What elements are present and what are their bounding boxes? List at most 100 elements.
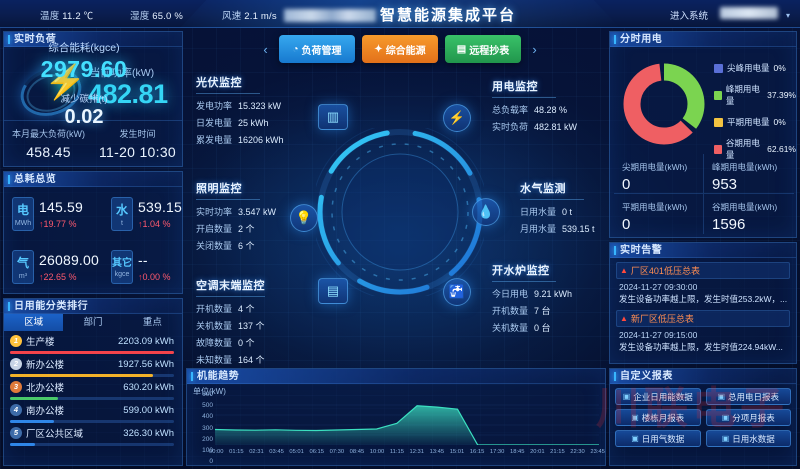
- tou-stat-flat: 平期用电量(kWh) 0: [614, 194, 704, 234]
- pv-row-0: 发电功率 15.323 kW: [196, 101, 282, 111]
- weather-wind: 风速 2.1 m/s: [222, 8, 277, 22]
- x-tick: 01:15: [229, 449, 244, 455]
- enter-system-link[interactable]: 进入系统: [669, 11, 708, 22]
- pv-row-1: 日发电量 25 kWh: [196, 118, 269, 128]
- ranking-row-value: 599.00 kWh: [123, 404, 174, 416]
- tou-stat-sharp: 尖期用电量(kWh) 0: [614, 154, 704, 194]
- alarm-item-title: ▲ 新厂区低压总表: [616, 310, 790, 327]
- rank-medal-icon: 1: [10, 335, 22, 347]
- report-button[interactable]: ▣ 日用水数据: [705, 430, 791, 447]
- alarm-item[interactable]: ▲ 新厂区低压总表 2024-11-27 09:15:00 发生设备功率越上限，发…: [616, 310, 790, 353]
- nav-button-integrated-energy[interactable]: ✦ 综合能源: [362, 35, 438, 63]
- bolt-glyph: ⚡: [44, 63, 87, 101]
- document-icon: ▣: [721, 434, 730, 443]
- y-tick: 300: [202, 424, 213, 432]
- report-button[interactable]: ▣ 楼栋月报表: [615, 409, 701, 426]
- x-tick: 07:30: [329, 449, 345, 455]
- ranking-row[interactable]: 2 新办公楼 1927.56 kWh: [4, 354, 182, 377]
- summary-gas-value: 26089.00: [39, 252, 99, 269]
- tab-group-area[interactable]: 区域: [4, 314, 64, 331]
- current-power-value: 482.81: [88, 79, 168, 109]
- nav-button-load-management[interactable]: ◔ 负荷管理: [279, 35, 355, 63]
- pv-node-icon[interactable]: ▥: [318, 104, 348, 130]
- pv-monitor-block: 光伏监控 发电功率 15.323 kW 日发电量 25 kWh 累发电量 16206 …: [196, 74, 284, 150]
- weather-temperature-value: 11.2 ℃: [62, 11, 94, 22]
- alarm-item-message: 发生设备功率越上限，发生时值253.2kW，...: [619, 294, 788, 304]
- ranking-row-value: 1927.56 kWh: [118, 358, 174, 370]
- report-button[interactable]: ▣ 日用气数据: [615, 430, 701, 447]
- tab-group-key[interactable]: 重点: [142, 317, 162, 328]
- x-tick: 20:01: [530, 449, 545, 455]
- chevron-down-icon[interactable]: ▾: [785, 11, 790, 20]
- summary-item-water[interactable]: 水 t 539.15 ↑1.04 %: [103, 187, 186, 241]
- summary-electric-delta: ↑19.77 %: [39, 218, 77, 229]
- x-tick: 18:45: [509, 449, 525, 455]
- user-name-redacted[interactable]: [720, 7, 778, 19]
- nav-prev-button[interactable]: ‹: [263, 41, 268, 57]
- ranking-row-value: 2203.09 kWh: [118, 335, 174, 347]
- custom-reports-grid: ▣ 企业日用能数据 ▣ 总用电日报表 ▣ 楼栋月报表 ▣ 分项月报表 ▣ 日用气数据 ▣ 日用水数据: [610, 384, 796, 451]
- summary-grid: 电 MWh 145.59 ↑19.77 % 水 t 539.15 ↑1.04 %: [4, 187, 182, 294]
- legend-label: 峰期用电量: [725, 84, 760, 106]
- legend-label: 尖峰用电量: [727, 63, 770, 73]
- summary-gas-delta: ↑22.65 %: [39, 272, 77, 283]
- hvac-node-icon[interactable]: ▤: [318, 278, 348, 304]
- water-monitor-title: 水气监测: [520, 180, 584, 200]
- nav-button-remote-meter[interactable]: ▤ 远程抄表: [445, 35, 521, 63]
- tou-electricity-panel: 分时用电 尖峰用电量 0% 峰期用电量 37.39% 平期用电量 0% 谷期用电量 62.61…: [609, 31, 797, 238]
- monthly-max-load-value: 458.45: [26, 144, 71, 160]
- nav-next-button[interactable]: ›: [532, 41, 537, 57]
- hvac-row-1: 关机数量 137 个: [196, 321, 265, 331]
- summary-item-gas[interactable]: 气 m³ 26089.00 ↑22.65 %: [4, 241, 103, 295]
- water-icon: 水 t: [111, 196, 133, 231]
- boiler-monitor-block: 开水炉监控 今日用电 9.21 kWh 开机数量 7 台 关机数量 0 台: [492, 262, 572, 338]
- tou-title: 分时用电: [610, 32, 796, 47]
- tou-legend: 尖峰用电量 0% 峰期用电量 37.39% 平期用电量 0% 谷期用电量 62.61%: [714, 62, 796, 170]
- x-tick: 17:30: [489, 449, 505, 455]
- report-button[interactable]: ▣ 总用电日报表: [705, 388, 791, 405]
- energy-trend-panel: 机能趋势 单位(kW) 600 500 400 300 200 100 0 00:00 01:…: [186, 368, 606, 466]
- warning-icon: ▲: [620, 266, 628, 275]
- x-tick: 02:31: [249, 449, 264, 455]
- x-tick: 16:15: [469, 449, 485, 455]
- boiler-row-2: 关机数量 0 台: [492, 323, 551, 333]
- weather-humidity: 湿度 65.0 %: [130, 8, 183, 22]
- ranking-row[interactable]: 4 南办公楼 599.00 kWh: [4, 400, 182, 423]
- tou-legend-item: 峰期用电量 37.39%: [714, 83, 796, 107]
- elec-row-1: 实时负荷 482.81 kW: [492, 122, 578, 132]
- boiler-node-icon[interactable]: 🚰: [443, 278, 471, 306]
- summary-item-electric[interactable]: 电 MWh 145.59 ↑19.77 %: [4, 187, 103, 241]
- light-node-icon[interactable]: 💡: [290, 204, 318, 232]
- legend-value: 0%: [773, 117, 786, 127]
- tab-group-dept[interactable]: 部门: [83, 317, 103, 328]
- consumption-summary-title: 总耗总览: [4, 172, 182, 187]
- legend-swatch: [714, 144, 722, 154]
- report-button[interactable]: ▣ 分项月报表: [705, 409, 791, 426]
- x-tick: 08:45: [349, 449, 365, 455]
- alarm-item-date: 2024-11-27 09:30:00: [619, 282, 698, 292]
- electric-node-icon[interactable]: ⚡: [443, 104, 471, 132]
- ranking-row-name: 厂区公共区域: [26, 429, 84, 440]
- ranking-list: 1 生产楼 2203.09 kWh 2 新办公楼 1927.56 kWh 3 北办公楼 630.…: [4, 331, 182, 446]
- occurrence-time-value: 11-20 10:30: [99, 144, 176, 160]
- tou-legend-item: 谷期用电量 62.61%: [714, 137, 796, 161]
- water-node-icon[interactable]: 💧: [472, 198, 500, 226]
- alarm-item-date: 2024-11-27 09:15:00: [619, 330, 698, 340]
- carbon-reduction-value: 0.02: [64, 105, 104, 128]
- summary-item-other[interactable]: 其它 kgce -- ↑0.00 %: [103, 241, 186, 295]
- report-button[interactable]: ▣ 企业日用能数据: [615, 388, 701, 405]
- pv-monitor-title: 光伏监控: [196, 74, 260, 94]
- light-row-0: 实时功率 3.547 kW: [196, 207, 277, 217]
- alarm-item[interactable]: ▲ 厂区401低压总表 2024-11-27 09:30:00 发生设备功率越上限…: [616, 262, 790, 305]
- ranking-row[interactable]: 3 北办公楼 630.20 kWh: [4, 377, 182, 400]
- ranking-row[interactable]: 1 生产楼 2203.09 kWh: [4, 331, 182, 354]
- ranking-row[interactable]: 5 厂区公共区域 326.30 kWh: [4, 423, 182, 446]
- tou-donut-chart: [618, 58, 710, 150]
- water-row-0: 日用水量 0 t: [520, 207, 573, 217]
- gauge-icon: ◔: [292, 43, 299, 55]
- document-icon: ▣: [631, 434, 639, 443]
- weather-temperature-label: 温度: [40, 11, 60, 22]
- hvac-row-3: 未知数量 164 个: [196, 355, 265, 365]
- chart-plot: [214, 394, 599, 446]
- y-tick: 500: [202, 402, 213, 410]
